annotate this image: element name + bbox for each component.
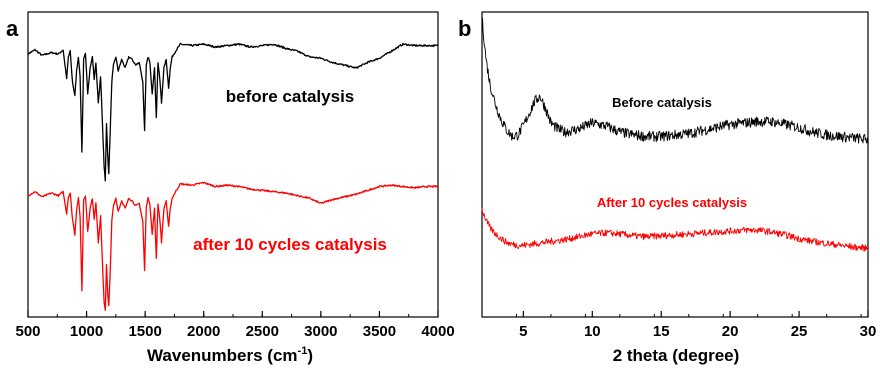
panel-label-b: b: [458, 16, 471, 41]
x-tick-label-a-2: 1500: [128, 323, 161, 340]
x-tick-label-a-7: 4000: [421, 323, 454, 340]
x-tick-label-b-4: 25: [791, 323, 808, 340]
x-tick-label-b-0: 5: [519, 323, 527, 340]
panel-b: b 5 10 15 20 25 30 Before catalysis After 10 …: [458, 11, 877, 365]
x-tick-label-b-1: 10: [584, 323, 601, 340]
annotation-after-10-cycles: after 10 cycles catalysis: [193, 235, 387, 254]
x-tick-label-b-5: 30: [860, 323, 877, 340]
series-group-b: [481, 18, 869, 252]
x-tick-label-a-0: 500: [15, 323, 40, 340]
x-tick-label-a-1: 1000: [70, 323, 103, 340]
x-tick-label-a-5: 3000: [304, 323, 337, 340]
series-group-a: [27, 42, 439, 311]
series-line-b-1: [481, 207, 869, 252]
annotation-after-10-cycles-b: After 10 cycles catalysis: [597, 195, 747, 210]
x-tick-label-b-2: 15: [653, 323, 670, 340]
series-line-b-0: [481, 18, 869, 144]
x-ticks-a: 500 1000 1500 2000 2500 3000 3500 4000: [15, 311, 455, 340]
plot-frame-a: [27, 11, 439, 318]
x-tick-label-a-3: 2000: [187, 323, 220, 340]
x-tick-label-a-6: 3500: [363, 323, 396, 340]
annotation-before-catalysis-b: Before catalysis: [612, 95, 712, 110]
x-tick-label-b-3: 20: [722, 323, 739, 340]
series-line-a-1: [27, 181, 439, 311]
annotation-before-catalysis: before catalysis: [226, 87, 355, 106]
panel-label-a: a: [6, 16, 19, 41]
x-tick-label-a-4: 2500: [246, 323, 279, 340]
x-axis-title-a: Wavenumbers (cm-1): [147, 345, 313, 365]
x-ticks-b: 5 10 15 20 25 30: [481, 311, 877, 340]
panel-a: a 500 1000 1500 2000 2500 3000 3500 4000 before…: [6, 11, 455, 365]
x-axis-title-b: 2 theta (degree): [613, 346, 740, 365]
series-line-a-0: [27, 42, 439, 182]
plot-frame-b: [481, 11, 869, 318]
